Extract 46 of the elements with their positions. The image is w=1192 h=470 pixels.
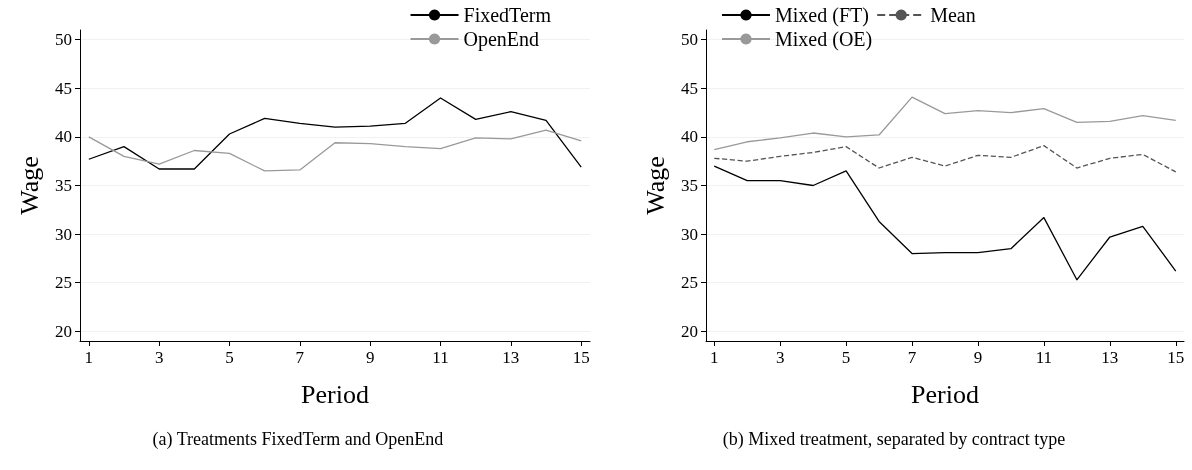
x-tick-label: 5 [225, 348, 234, 367]
line-series [713, 145, 1177, 173]
y-tick-label: 35 [681, 176, 698, 195]
x-tick-label: 15 [572, 348, 590, 367]
x-tick-label: 15 [1167, 348, 1185, 367]
x-tick-label: 9 [365, 348, 375, 367]
y-tick-label: 35 [55, 176, 72, 195]
x-tick-label: 11 [1035, 348, 1053, 367]
y-tick-label: 50 [681, 30, 698, 50]
x-tick-label: 7 [295, 348, 305, 367]
x-tick-label: 5 [841, 348, 851, 367]
x-tick-label: 1 [84, 348, 94, 367]
x-tick-label: 3 [154, 348, 164, 367]
y-tick-label: 50 [55, 30, 72, 50]
x-axis-title: Period [911, 379, 979, 409]
y-axis-title: Wage [14, 156, 44, 215]
y-tick-label: 30 [681, 224, 698, 244]
x-tick-label: 3 [775, 348, 785, 367]
legend-label: FixedTerm [463, 4, 552, 26]
text: (b) Mixed treatment, separated by contract type [722, 429, 1066, 450]
y-tick-label: 45 [681, 78, 698, 98]
y-axis-title: Wage [640, 156, 670, 215]
y-tick-label: 30 [55, 224, 72, 244]
line-series [713, 96, 1177, 151]
y-tick-label: 45 [55, 78, 72, 98]
y-tick-label: 20 [55, 321, 72, 341]
x-tick-label: 1 [709, 348, 719, 367]
y-tick-label: 25 [55, 273, 72, 293]
x-tick-label: 7 [907, 348, 917, 367]
line-series [88, 129, 582, 172]
x-tick-label: 13 [502, 348, 520, 367]
line-series [88, 97, 582, 170]
text: (a) Treatments FixedTerm and OpenEnd [152, 429, 444, 450]
line-series [713, 165, 1177, 281]
y-tick-label: 20 [681, 321, 698, 341]
x-tick-label: 11 [432, 348, 449, 367]
legend-label: OpenEnd [463, 28, 540, 51]
y-tick-label: 40 [55, 127, 72, 147]
x-tick-label: 9 [973, 348, 983, 367]
y-tick-label: 25 [681, 273, 698, 293]
legend-label: Mixed (OE) [775, 28, 873, 51]
x-axis-title: Period [301, 379, 369, 409]
x-tick-label: 13 [1101, 348, 1119, 367]
legend-label: Mean [930, 4, 976, 26]
y-tick-label: 40 [681, 127, 698, 147]
legend-label: Mixed (FT) [775, 4, 869, 27]
